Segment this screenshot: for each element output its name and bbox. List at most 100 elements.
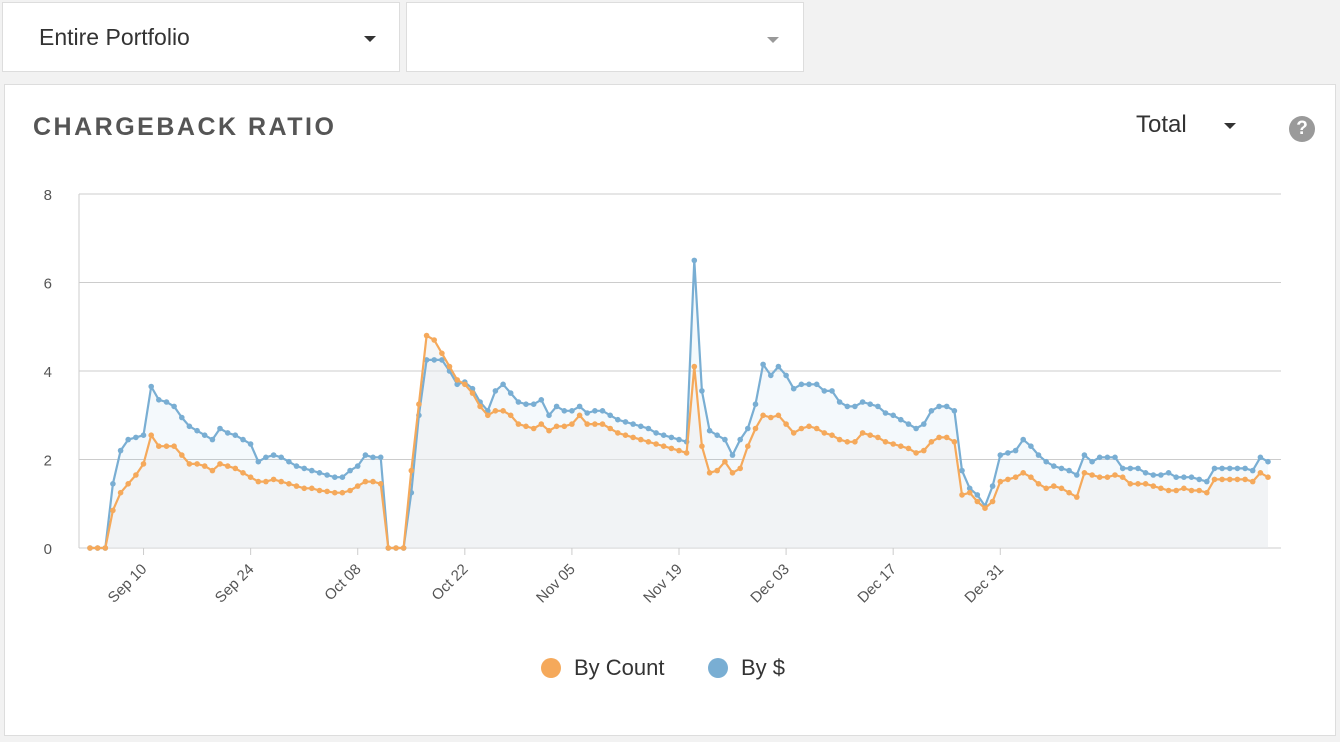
data-point [485,412,491,419]
data-point [201,432,208,439]
data-point [1188,487,1195,494]
data-point [622,419,629,425]
data-point [385,545,392,551]
data-point [813,425,820,432]
data-point [500,381,506,388]
data-point [1242,465,1248,472]
y-tick-label: 2 [44,453,52,470]
data-point [286,458,292,465]
data-point [729,470,736,476]
data-point [576,403,583,410]
data-point [1142,481,1149,487]
help-icon[interactable]: ? [1289,116,1315,142]
x-tick-label: Oct 08 [321,561,364,604]
data-point [163,399,170,405]
data-point [263,454,269,461]
data-point [553,423,560,430]
data-point [691,257,698,264]
data-point [638,423,644,430]
data-point [416,401,422,408]
legend-item-by-count[interactable]: By Count [541,655,665,681]
data-point [370,454,376,461]
data-point [913,425,919,432]
data-point [1020,470,1026,476]
view-select[interactable]: Total [1136,111,1187,138]
data-point [362,478,369,485]
data-point [974,492,981,498]
data-point [913,450,919,456]
chevron-down-icon[interactable] [1224,123,1236,129]
data-point [576,412,583,419]
data-point [454,381,461,388]
data-point [1135,465,1141,472]
data-point [354,483,361,489]
data-point [1028,474,1034,481]
data-point [898,416,904,423]
data-point [263,478,269,485]
data-point [882,410,889,416]
data-point [882,439,889,445]
data-point [783,421,789,427]
data-point [1051,483,1057,489]
portfolio-dropdown[interactable]: Entire Portfolio [2,2,400,72]
data-point [530,425,537,432]
data-point [515,399,522,405]
data-point [209,467,216,474]
data-point [1058,485,1065,492]
data-point [1227,476,1233,483]
data-point [745,443,751,450]
data-point [186,461,193,467]
data-point [1066,467,1072,474]
data-point [354,463,361,469]
data-point [1081,470,1088,476]
data-point [102,545,109,551]
data-point [790,385,797,392]
data-point [232,465,239,472]
data-point [247,441,254,447]
data-point [1112,472,1118,478]
data-point [278,454,285,461]
data-point [622,432,629,439]
data-point [110,507,116,514]
data-point [1165,487,1172,494]
data-point [1043,485,1049,492]
y-tick-label: 6 [44,276,52,293]
data-point [645,439,652,445]
data-point [255,478,262,485]
data-point [714,467,720,474]
data-point [1211,465,1218,472]
data-point [1135,481,1141,487]
data-point [240,436,246,443]
legend-dot-by-dollar [708,658,728,678]
data-point [87,545,93,551]
data-point [806,423,812,430]
data-point [1242,476,1248,483]
data-point [615,430,621,436]
data-point [974,498,981,505]
data-point [400,545,407,551]
data-point [921,421,927,427]
data-point [286,481,292,487]
data-point [339,474,346,481]
data-point [630,434,636,441]
data-point [760,361,766,368]
legend-item-by-dollar[interactable]: By $ [708,655,785,681]
data-point [194,461,200,467]
data-point [439,357,445,363]
data-point [507,412,514,419]
data-point [140,432,147,439]
data-point [676,447,682,454]
secondary-filter-dropdown[interactable] [406,2,804,72]
data-point [1173,487,1179,494]
data-point [1227,465,1233,472]
data-point [921,447,927,454]
data-point [1066,489,1072,496]
data-point [790,430,797,436]
data-point [1074,472,1080,478]
data-point [1089,458,1095,465]
data-point [179,414,185,421]
data-point [454,377,461,383]
data-point [821,430,828,436]
data-point [224,463,231,469]
data-point [943,434,950,441]
